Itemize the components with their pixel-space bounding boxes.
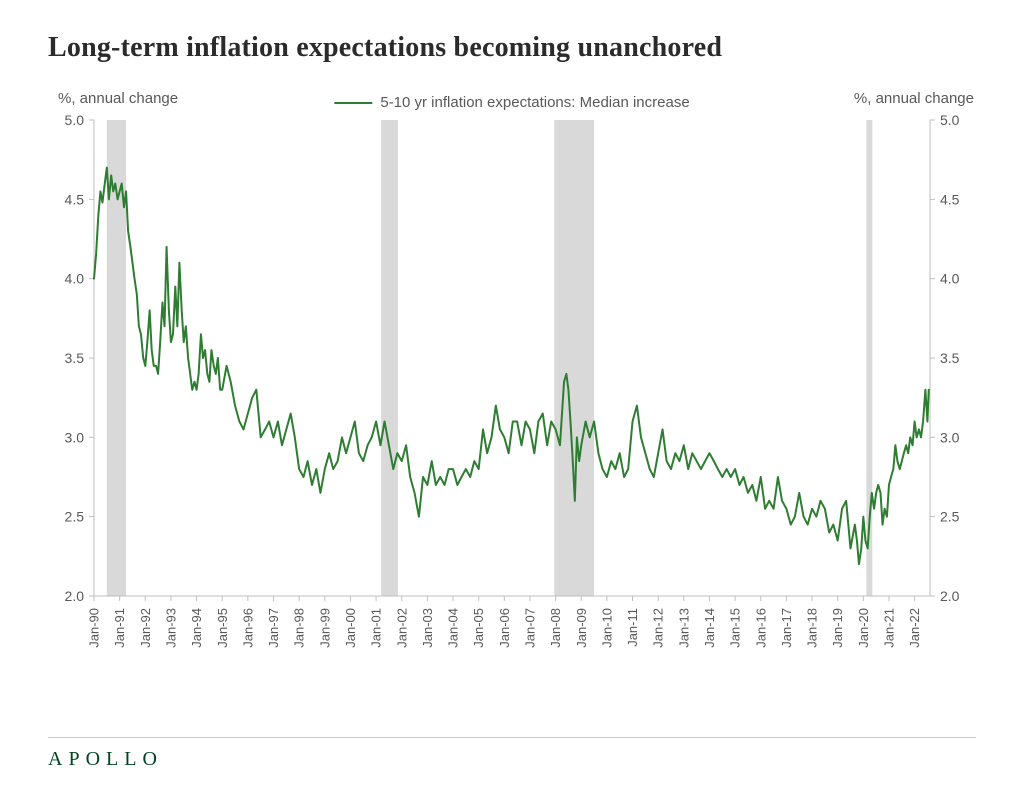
svg-text:Jan-95: Jan-95: [215, 608, 230, 648]
svg-text:Jan-14: Jan-14: [702, 608, 717, 648]
svg-text:Jan-15: Jan-15: [728, 608, 743, 648]
svg-text:Jan-06: Jan-06: [497, 608, 512, 648]
svg-text:2.0: 2.0: [940, 588, 960, 604]
svg-text:Jan-22: Jan-22: [907, 608, 922, 648]
svg-text:Jan-13: Jan-13: [676, 608, 691, 648]
chart-area: %, annual change %, annual change 5-10 y…: [48, 86, 976, 733]
svg-text:2.5: 2.5: [940, 509, 960, 525]
svg-text:Jan-00: Jan-00: [343, 608, 358, 648]
svg-text:3.0: 3.0: [65, 429, 85, 445]
svg-text:4.0: 4.0: [65, 271, 85, 287]
chart-title: Long-term inflation expectations becomin…: [48, 32, 976, 64]
svg-text:4.5: 4.5: [65, 191, 85, 207]
svg-text:Jan-01: Jan-01: [369, 608, 384, 648]
svg-text:Jan-93: Jan-93: [163, 608, 178, 648]
svg-text:Jan-20: Jan-20: [856, 608, 871, 648]
svg-text:5.0: 5.0: [65, 112, 85, 128]
svg-text:5.0: 5.0: [940, 112, 960, 128]
svg-text:2.5: 2.5: [65, 509, 85, 525]
svg-text:Jan-19: Jan-19: [830, 608, 845, 648]
brand-logo: APOLLO: [48, 748, 976, 771]
svg-text:Jan-99: Jan-99: [317, 608, 332, 648]
svg-text:2.0: 2.0: [65, 588, 85, 604]
svg-text:Jan-92: Jan-92: [138, 608, 153, 648]
legend-swatch-icon: [334, 102, 372, 104]
svg-text:Jan-09: Jan-09: [574, 608, 589, 648]
svg-text:Jan-97: Jan-97: [266, 608, 281, 648]
svg-text:Jan-94: Jan-94: [189, 608, 204, 648]
svg-text:Jan-04: Jan-04: [446, 608, 461, 648]
svg-text:4.0: 4.0: [940, 271, 960, 287]
svg-text:Jan-05: Jan-05: [471, 608, 486, 648]
svg-text:3.5: 3.5: [940, 350, 960, 366]
svg-text:Jan-21: Jan-21: [882, 608, 897, 648]
svg-text:Jan-11: Jan-11: [625, 608, 640, 647]
svg-text:Jan-02: Jan-02: [394, 608, 409, 648]
svg-text:Jan-96: Jan-96: [240, 608, 255, 648]
svg-text:Jan-12: Jan-12: [651, 608, 666, 648]
line-chart: 2.0 2.0 2.5 2.5 3.0 3.0 3.5 3.5 4.0 4.0 4.5 4.5 5.0 5…: [48, 86, 976, 676]
legend-label: 5-10 yr inflation expectations: Median i…: [380, 94, 689, 111]
chart-legend: 5-10 yr inflation expectations: Median i…: [334, 94, 689, 111]
svg-text:Jan-90: Jan-90: [87, 608, 102, 648]
svg-text:3.0: 3.0: [940, 429, 960, 445]
y-axis-label-left: %, annual change: [58, 90, 178, 107]
svg-text:4.5: 4.5: [940, 191, 960, 207]
svg-text:Jan-98: Jan-98: [292, 608, 307, 648]
svg-text:Jan-03: Jan-03: [420, 608, 435, 648]
svg-text:Jan-91: Jan-91: [112, 608, 127, 648]
y-axis-label-right: %, annual change: [854, 90, 974, 107]
svg-text:Jan-18: Jan-18: [805, 608, 820, 648]
svg-text:Jan-17: Jan-17: [779, 608, 794, 648]
svg-text:Jan-16: Jan-16: [753, 608, 768, 648]
footer: APOLLO: [48, 737, 976, 771]
svg-text:Jan-07: Jan-07: [523, 608, 538, 648]
svg-text:Jan-10: Jan-10: [599, 608, 614, 648]
svg-text:Jan-08: Jan-08: [548, 608, 563, 648]
svg-text:3.5: 3.5: [65, 350, 85, 366]
